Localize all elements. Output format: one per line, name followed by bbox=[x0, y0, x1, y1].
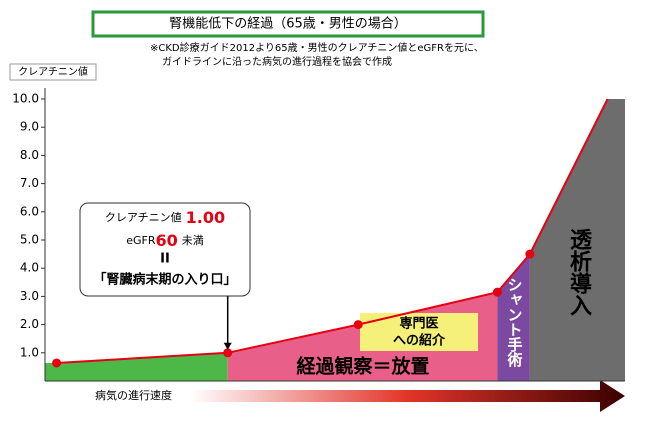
y-tick-label: 9.0 bbox=[20, 120, 39, 134]
referral-label: への紹介 bbox=[393, 333, 446, 349]
progress-arrow bbox=[190, 380, 625, 412]
callout-part: 1.00 bbox=[186, 208, 225, 227]
callout-part: 60 bbox=[156, 231, 178, 250]
callout-part: クレアチニン値 bbox=[105, 211, 182, 224]
note: ※CKD診療ガイド2012より65歳・男性のクレアチニン値とeGFRを元に、 bbox=[150, 41, 484, 54]
data-point bbox=[223, 348, 233, 358]
region-label: シャント手術 bbox=[506, 277, 524, 368]
y-tick-label: 4.0 bbox=[20, 261, 39, 275]
referral-label: 専門医 bbox=[399, 316, 438, 332]
callout-text: クレアチニン値 1.00 bbox=[105, 208, 225, 227]
y-axis-label: クレアチニン値 bbox=[18, 65, 88, 78]
callout-part: 未満 bbox=[182, 234, 204, 247]
region bbox=[529, 99, 625, 381]
callout-part: eGFR bbox=[126, 234, 156, 247]
region-label: 経過観察＝放置 bbox=[296, 355, 429, 378]
y-tick-label: 6.0 bbox=[20, 204, 39, 218]
data-point bbox=[492, 287, 502, 297]
region bbox=[497, 254, 530, 381]
y-tick-label: 8.0 bbox=[20, 148, 39, 162]
y-tick-label: 3.0 bbox=[20, 289, 39, 303]
callout-arrowhead bbox=[223, 342, 232, 350]
y-tick-label: 10.0 bbox=[12, 92, 39, 106]
data-point bbox=[353, 320, 363, 330]
callout-equals: II bbox=[160, 252, 170, 267]
x-axis-label: 病気の進行速度 bbox=[95, 388, 172, 402]
data-point bbox=[525, 249, 535, 259]
chart-title: 腎機能低下の経過（65歳・男性の場合） bbox=[169, 17, 407, 32]
note: ガイドラインに沿った病気の進行過程を協会で作成 bbox=[162, 55, 392, 68]
y-tick-label: 1.0 bbox=[20, 345, 39, 359]
data-point bbox=[52, 358, 62, 368]
y-label-box bbox=[9, 63, 97, 81]
callout-box bbox=[79, 202, 251, 297]
region bbox=[45, 352, 228, 381]
y-tick-label: 5.0 bbox=[20, 233, 39, 247]
callout-stage: 「腎臓病末期の入り口」 bbox=[93, 272, 236, 288]
y-tick-label: 7.0 bbox=[20, 176, 39, 190]
region-label: 透析導入 bbox=[566, 228, 592, 316]
title-box bbox=[91, 10, 485, 38]
callout-text: eGFR60 未満 bbox=[126, 231, 204, 250]
y-tick-label: 2.0 bbox=[20, 317, 39, 331]
data-line bbox=[56, 98, 609, 364]
